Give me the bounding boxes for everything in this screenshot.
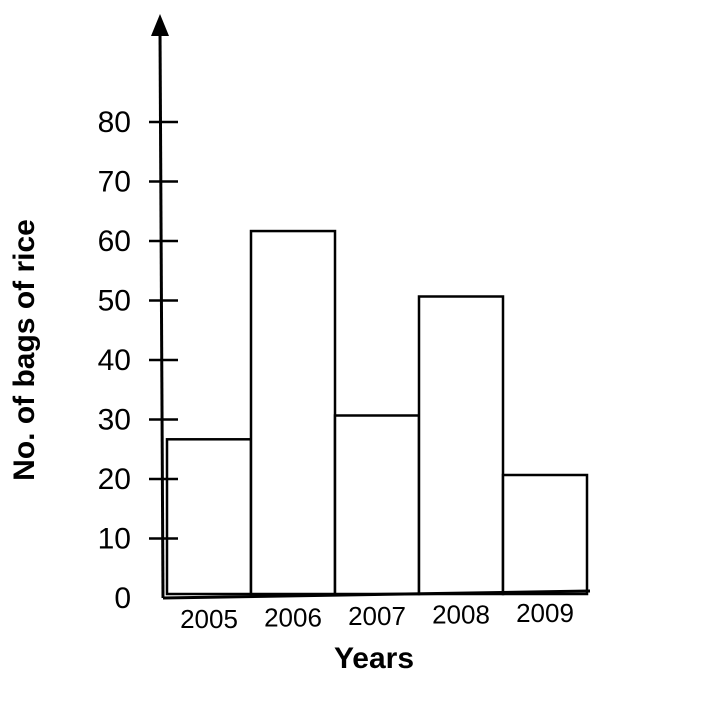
bar-2009: [501, 473, 589, 596]
x-tick-label-2009: 2009: [516, 598, 574, 628]
x-axis-title: Years: [334, 642, 414, 675]
y-ticks-group: 0 10 20 30 40 50 60 70 80: [98, 106, 178, 615]
y-tick-label-10: 10: [98, 523, 131, 556]
y-axis-line: [158, 29, 165, 599]
x-tick-label-2006: 2006: [264, 603, 322, 633]
x-tick-label-2005: 2005: [180, 604, 238, 634]
y-tick-label-0: 0: [114, 582, 131, 615]
axes-group: [151, 14, 591, 600]
y-axis-title: No. of bags of rice: [8, 219, 41, 481]
y-tick-label-30: 30: [98, 404, 131, 437]
y-tick-label-50: 50: [98, 285, 131, 318]
y-tick-label-80: 80: [98, 106, 131, 139]
bar-2005: [165, 438, 253, 596]
bar-2006: [249, 229, 337, 596]
x-tick-label-2008: 2008: [432, 600, 490, 630]
x-labels-group: 2005 2006 2007 2008 2009: [180, 598, 574, 634]
x-tick-label-2007: 2007: [348, 601, 406, 631]
bars-group: [165, 229, 589, 596]
y-tick-label-20: 20: [98, 463, 131, 496]
y-axis-arrowhead: [151, 14, 169, 36]
x-axis-line: [162, 589, 591, 600]
y-tick-label-70: 70: [98, 166, 131, 199]
y-tick-label-40: 40: [98, 344, 131, 377]
bar-2008: [417, 295, 505, 596]
bar-2007: [333, 414, 421, 596]
y-tick-label-60: 60: [98, 225, 131, 258]
